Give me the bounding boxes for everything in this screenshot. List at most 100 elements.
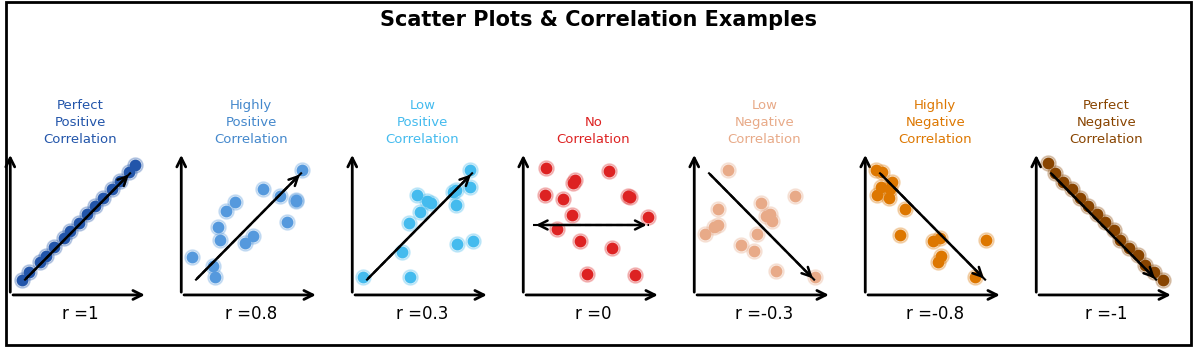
Text: r =0: r =0 <box>575 305 612 323</box>
Point <box>36 253 55 259</box>
Point <box>966 275 985 280</box>
Point <box>206 275 225 280</box>
Point <box>225 199 244 204</box>
Point <box>977 237 996 243</box>
Point <box>871 184 891 189</box>
Point <box>762 219 782 224</box>
Point <box>638 214 657 219</box>
Point <box>880 195 899 201</box>
Text: r =0.3: r =0.3 <box>396 305 449 323</box>
Point <box>1119 245 1138 251</box>
Point <box>1038 161 1057 166</box>
Point <box>767 268 786 273</box>
Point <box>30 259 49 265</box>
Point <box>1144 269 1163 275</box>
Point <box>1070 195 1089 201</box>
Point <box>1104 227 1123 233</box>
Point <box>400 275 419 280</box>
Point <box>203 264 223 269</box>
Point <box>1038 161 1057 166</box>
Point <box>30 259 49 265</box>
Point <box>895 206 915 212</box>
Point <box>602 245 621 251</box>
Point <box>444 189 463 195</box>
Point <box>20 270 40 275</box>
Point <box>183 254 202 260</box>
Point <box>448 242 467 247</box>
Text: Low
Negative
Correlation: Low Negative Correlation <box>728 99 801 146</box>
Point <box>203 264 223 269</box>
Point <box>1078 203 1098 209</box>
Point <box>785 194 804 199</box>
Point <box>1046 170 1065 175</box>
Point <box>209 237 229 243</box>
Point <box>923 239 942 244</box>
Point <box>286 198 305 204</box>
Point <box>619 193 638 199</box>
Point <box>745 248 764 254</box>
Point <box>418 198 437 203</box>
Point <box>1053 179 1073 184</box>
Point <box>411 209 430 214</box>
Point <box>225 199 244 204</box>
Point <box>393 250 412 255</box>
Text: r =-0.8: r =-0.8 <box>906 305 965 323</box>
Point <box>718 167 737 172</box>
Point <box>1129 252 1148 258</box>
Point <box>1144 269 1163 275</box>
Point <box>1087 211 1106 217</box>
Point <box>535 192 554 198</box>
Point <box>563 212 582 218</box>
Point <box>564 180 583 186</box>
Point <box>354 274 373 279</box>
Point <box>873 169 892 175</box>
Point <box>278 219 297 225</box>
Text: r =-1: r =-1 <box>1086 305 1128 323</box>
Point <box>564 180 583 186</box>
Text: Perfect
Positive
Correlation: Perfect Positive Correlation <box>43 99 117 146</box>
Text: Scatter Plots & Correlation Examples: Scatter Plots & Correlation Examples <box>379 10 818 31</box>
Point <box>354 274 373 279</box>
Point <box>407 192 426 197</box>
Text: Low
Positive
Correlation: Low Positive Correlation <box>385 99 460 146</box>
Point <box>707 207 727 212</box>
Point <box>254 187 273 192</box>
Point <box>1136 262 1155 268</box>
Point <box>881 186 900 191</box>
Point <box>286 197 305 202</box>
Point <box>286 197 305 202</box>
Point <box>547 226 566 231</box>
Point <box>119 169 138 175</box>
Point <box>183 254 202 260</box>
Point <box>393 250 412 255</box>
Point <box>748 231 767 236</box>
Point <box>1104 227 1123 233</box>
Point <box>891 233 910 238</box>
Point <box>292 167 311 172</box>
Point <box>1046 170 1065 175</box>
Point <box>578 271 597 276</box>
Point <box>1063 186 1082 191</box>
Text: No
Correlation: No Correlation <box>557 116 630 146</box>
Point <box>254 187 273 192</box>
Point <box>600 168 619 174</box>
Point <box>570 238 589 244</box>
Point <box>286 198 305 204</box>
Point <box>460 184 479 189</box>
Point <box>102 186 121 192</box>
Point <box>446 202 466 208</box>
Point <box>1111 237 1130 243</box>
Point <box>600 168 619 174</box>
Point <box>760 211 779 217</box>
Text: Highly
Positive
Correlation: Highly Positive Correlation <box>214 99 288 146</box>
Point <box>69 220 89 225</box>
Point <box>931 253 950 259</box>
Point <box>1087 211 1106 217</box>
Point <box>704 224 723 230</box>
Point <box>578 271 597 276</box>
Point <box>93 195 113 201</box>
Point <box>882 179 901 185</box>
Point <box>785 194 804 199</box>
Point <box>206 275 225 280</box>
Point <box>621 194 640 200</box>
